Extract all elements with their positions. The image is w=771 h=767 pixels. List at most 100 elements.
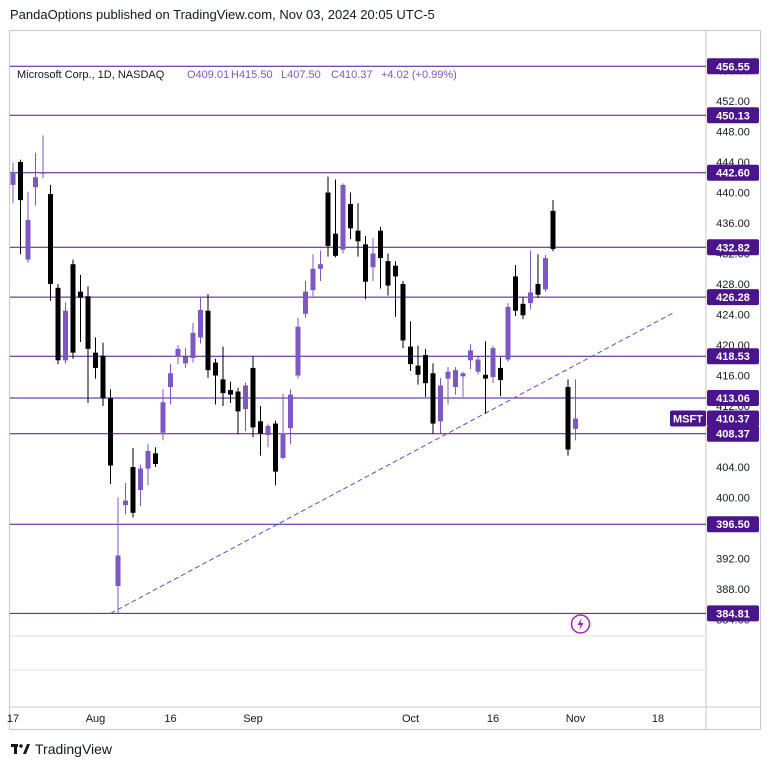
candle [130, 447, 136, 518]
candle [123, 483, 128, 515]
time-tick-label: Oct [402, 713, 419, 725]
candle-body [228, 390, 233, 395]
candle [288, 389, 293, 445]
legend-change: +4.02 (+0.99%) [381, 69, 457, 81]
candle [423, 348, 428, 397]
price-level-label: 396.50 [716, 519, 750, 531]
price-level-tag [707, 348, 759, 365]
grid-layer [10, 31, 760, 729]
time-axis: 17 Aug 16 Sep Oct 16 Nov 18 [7, 713, 664, 725]
candle [408, 321, 413, 371]
candle [280, 393, 286, 460]
candle-body [573, 418, 578, 429]
tradingview-logo-icon [11, 744, 30, 754]
candle [498, 357, 503, 397]
candle-body [513, 276, 518, 311]
candles [10, 135, 578, 614]
price-level-label: 408.37 [716, 429, 750, 441]
candle-body [483, 374, 488, 379]
candle-body [213, 362, 218, 376]
candle-body [205, 310, 211, 371]
candle-body [565, 386, 571, 450]
candle-body [63, 310, 68, 361]
price-level-tag [707, 289, 759, 306]
candle [228, 381, 233, 403]
price-level-tag [707, 164, 759, 181]
time-tick-label: 16 [487, 713, 499, 725]
footer-brand: TradingView [11, 740, 112, 758]
candle [385, 253, 391, 296]
candle-body [55, 287, 61, 361]
price-level-tag [707, 239, 759, 256]
candle-body [520, 303, 526, 316]
last-price-tag [707, 410, 759, 427]
candle-body [535, 284, 541, 295]
legend: Microsoft Corp., 1D, NASDAQ O409.01 H415… [17, 69, 457, 81]
candle [310, 254, 316, 297]
candle-body [25, 219, 31, 260]
candle-body [93, 352, 98, 368]
lightning-bolt-icon [577, 618, 584, 630]
candle-body [333, 233, 338, 256]
candle-body [475, 359, 481, 372]
candle [460, 371, 466, 397]
candle-body [190, 332, 196, 358]
candle [265, 423, 271, 448]
price-tick-label: 448.00 [716, 127, 750, 139]
price-level-tag [707, 605, 759, 622]
candle [168, 364, 173, 405]
candle-body [153, 453, 158, 464]
candle [18, 159, 23, 255]
candle [453, 367, 458, 395]
candle-body [453, 370, 458, 387]
candle [100, 342, 106, 407]
candle [340, 183, 346, 254]
candle-body [243, 385, 248, 410]
candle [40, 135, 46, 179]
last-price-value: 410.37 [716, 413, 750, 425]
candle [183, 348, 188, 368]
candle-body [258, 421, 263, 434]
time-tick-label: Sep [243, 713, 263, 725]
candle-body [528, 292, 533, 304]
price-level-label: 384.81 [716, 608, 750, 620]
candle-body [115, 555, 121, 587]
candle-body [370, 253, 376, 268]
candle [138, 464, 143, 506]
candle-body [48, 194, 53, 285]
price-axis: 456.00452.00448.00444.00440.00436.00432.… [670, 58, 759, 627]
candle-body [340, 184, 346, 250]
candle-body [468, 350, 473, 361]
candle [108, 389, 113, 484]
symbol-label: MSFT [673, 413, 703, 425]
candle-body [400, 284, 406, 341]
candle [378, 226, 383, 289]
candle-body [175, 348, 181, 357]
candle-body [445, 371, 451, 379]
candle-body [318, 264, 323, 269]
candle [325, 176, 331, 257]
chart-frame [9, 30, 761, 730]
candle-body [85, 296, 91, 349]
candle [415, 345, 421, 385]
candle-body [220, 379, 226, 394]
candle [78, 274, 83, 342]
symbol-tag [670, 410, 706, 427]
candle-body [415, 365, 421, 375]
candle [175, 345, 181, 365]
candle [573, 379, 578, 441]
candle-body [33, 177, 38, 188]
price-level-tag [707, 516, 759, 533]
candle-body [363, 244, 368, 282]
candle [70, 259, 76, 359]
candle [363, 235, 368, 300]
candle [348, 192, 353, 240]
candle [303, 280, 308, 318]
candle [535, 254, 541, 298]
candle-body [543, 258, 548, 290]
candle [220, 346, 226, 407]
candle [445, 367, 451, 405]
price-tick-label: 416.00 [716, 371, 750, 383]
price-level-label: 442.60 [716, 168, 750, 180]
